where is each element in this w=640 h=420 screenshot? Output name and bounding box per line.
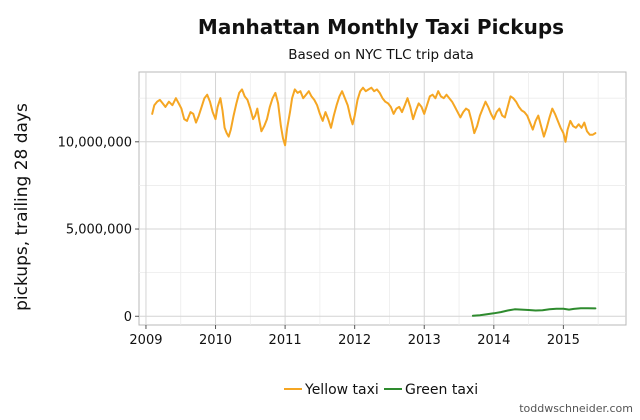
legend-label-yellow-taxi: Yellow taxi <box>304 382 379 398</box>
y-tick-label: 0 <box>124 310 132 325</box>
plot-panel <box>138 71 627 326</box>
chart-title: Manhattan Monthly Taxi Pickups <box>198 15 564 39</box>
x-tick-label: 2015 <box>547 333 580 348</box>
y-tick-label: 10,000,000 <box>58 135 132 150</box>
x-tick-label: 2011 <box>269 333 302 348</box>
axis-ticks: 0 5,000,000 10,000,000 2009 2010 2011 2012 2013… <box>58 135 580 348</box>
x-tick-label: 2013 <box>408 333 441 348</box>
legend: Yellow taxi Green taxi <box>284 382 478 398</box>
y-tick-label: 5,000,000 <box>66 223 132 238</box>
x-tick-label: 2009 <box>129 333 162 348</box>
green-taxi-line <box>471 307 597 317</box>
credit-text: toddwschneider.com <box>519 402 633 415</box>
y-axis-label: pickups, trailing 28 days <box>12 103 32 311</box>
chart-subtitle: Based on NYC TLC trip data <box>288 47 474 63</box>
yellow-taxi-line <box>151 86 597 147</box>
series-lines <box>151 86 597 317</box>
x-tick-label: 2014 <box>477 333 510 348</box>
legend-label-green-taxi: Green taxi <box>405 382 478 398</box>
x-tick-label: 2012 <box>338 333 371 348</box>
x-tick-label: 2010 <box>199 333 232 348</box>
